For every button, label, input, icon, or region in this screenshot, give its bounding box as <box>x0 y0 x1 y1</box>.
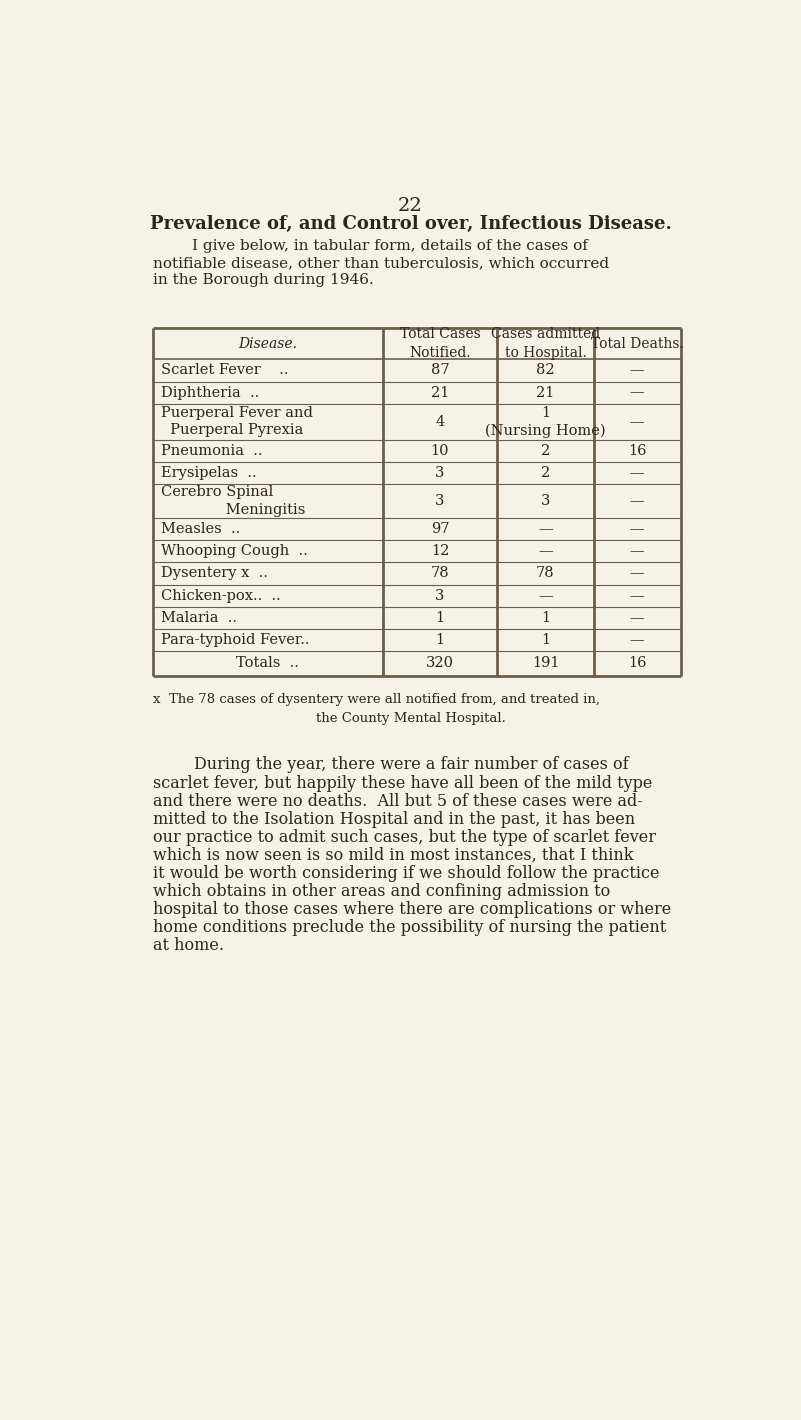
Text: 10: 10 <box>431 444 449 457</box>
Text: Cases admitted
to Hospital.: Cases admitted to Hospital. <box>491 328 600 359</box>
Text: which obtains in other areas and confining admission to: which obtains in other areas and confini… <box>153 883 610 900</box>
Text: —: — <box>630 466 645 480</box>
Text: Disease.: Disease. <box>238 337 297 351</box>
Text: 87: 87 <box>431 364 449 378</box>
Text: 12: 12 <box>431 544 449 558</box>
Text: which is now seen is so mild in most instances, that I think: which is now seen is so mild in most ins… <box>153 846 634 863</box>
Text: x  The 78 cases of dysentery were all notified from, and treated in,: x The 78 cases of dysentery were all not… <box>153 693 600 706</box>
Text: Puerperal Fever and
  Puerperal Pyrexia: Puerperal Fever and Puerperal Pyrexia <box>161 406 313 437</box>
Text: —: — <box>630 544 645 558</box>
Text: Totals  ..: Totals .. <box>236 656 299 670</box>
Text: —: — <box>630 415 645 429</box>
Text: it would be worth considering if we should follow the practice: it would be worth considering if we shou… <box>153 865 659 882</box>
Text: hospital to those cases where there are complications or where: hospital to those cases where there are … <box>153 900 671 917</box>
Text: 3: 3 <box>435 466 445 480</box>
Text: Measles  ..: Measles .. <box>161 523 240 537</box>
Text: Erysipelas  ..: Erysipelas .. <box>161 466 256 480</box>
Text: —: — <box>538 523 553 537</box>
Text: 78: 78 <box>536 567 555 581</box>
Text: 3: 3 <box>435 494 445 508</box>
Text: During the year, there were a fair number of cases of: During the year, there were a fair numbe… <box>153 757 629 774</box>
Text: Malaria  ..: Malaria .. <box>161 611 237 625</box>
Text: —: — <box>630 611 645 625</box>
Text: 1
(Nursing Home): 1 (Nursing Home) <box>485 406 606 437</box>
Text: —: — <box>630 567 645 581</box>
Text: —: — <box>630 386 645 399</box>
Text: at home.: at home. <box>153 937 224 954</box>
Text: —: — <box>630 589 645 602</box>
Text: Diphtheria  ..: Diphtheria .. <box>161 386 260 399</box>
Text: Total Cases
Notified.: Total Cases Notified. <box>400 328 481 359</box>
Text: —: — <box>630 364 645 378</box>
Text: notifiable disease, other than tuberculosis, which occurred: notifiable disease, other than tuberculo… <box>153 256 609 270</box>
Text: 21: 21 <box>537 386 555 399</box>
Text: Whooping Cough  ..: Whooping Cough .. <box>161 544 308 558</box>
Text: 22: 22 <box>398 196 423 214</box>
Text: 1: 1 <box>541 633 550 648</box>
Text: 16: 16 <box>628 656 646 670</box>
Text: —: — <box>538 589 553 602</box>
Text: —: — <box>630 523 645 537</box>
Text: Scarlet Fever    ..: Scarlet Fever .. <box>161 364 288 378</box>
Text: 1: 1 <box>541 611 550 625</box>
Text: 2: 2 <box>541 444 550 457</box>
Text: 82: 82 <box>536 364 555 378</box>
Text: in the Borough during 1946.: in the Borough during 1946. <box>153 273 373 287</box>
Text: —: — <box>630 494 645 508</box>
Text: Total Deaths.: Total Deaths. <box>590 337 683 351</box>
Text: scarlet fever, but happily these have all been of the mild type: scarlet fever, but happily these have al… <box>153 774 652 791</box>
Text: —: — <box>538 544 553 558</box>
Text: the County Mental Hospital.: the County Mental Hospital. <box>316 711 505 724</box>
Text: our practice to admit such cases, but the type of scarlet fever: our practice to admit such cases, but th… <box>153 829 656 846</box>
Text: Prevalence of, and Control over, Infectious Disease.: Prevalence of, and Control over, Infecti… <box>150 216 671 233</box>
Text: 1: 1 <box>436 611 445 625</box>
Text: 97: 97 <box>431 523 449 537</box>
Text: 2: 2 <box>541 466 550 480</box>
Text: —: — <box>630 633 645 648</box>
Text: 16: 16 <box>628 444 646 457</box>
Text: 3: 3 <box>541 494 550 508</box>
Text: home conditions preclude the possibility of nursing the patient: home conditions preclude the possibility… <box>153 919 666 936</box>
Text: 78: 78 <box>431 567 449 581</box>
Text: and there were no deaths.  All but 5 of these cases were ad-: and there were no deaths. All but 5 of t… <box>153 792 642 809</box>
Text: I give below, in tabular form, details of the cases of: I give below, in tabular form, details o… <box>153 240 588 253</box>
Text: Dysentery x  ..: Dysentery x .. <box>161 567 268 581</box>
Text: mitted to the Isolation Hospital and in the past, it has been: mitted to the Isolation Hospital and in … <box>153 811 635 828</box>
Text: 21: 21 <box>431 386 449 399</box>
Text: 191: 191 <box>532 656 559 670</box>
Text: 4: 4 <box>436 415 445 429</box>
Text: 3: 3 <box>435 589 445 602</box>
Text: Pneumonia  ..: Pneumonia .. <box>161 444 263 457</box>
Text: 1: 1 <box>436 633 445 648</box>
Text: Chicken-pox..  ..: Chicken-pox.. .. <box>161 589 280 602</box>
Text: Para-typhoid Fever..: Para-typhoid Fever.. <box>161 633 309 648</box>
Text: Cerebro Spinal
              Meningitis: Cerebro Spinal Meningitis <box>161 486 305 517</box>
Text: 320: 320 <box>426 656 454 670</box>
